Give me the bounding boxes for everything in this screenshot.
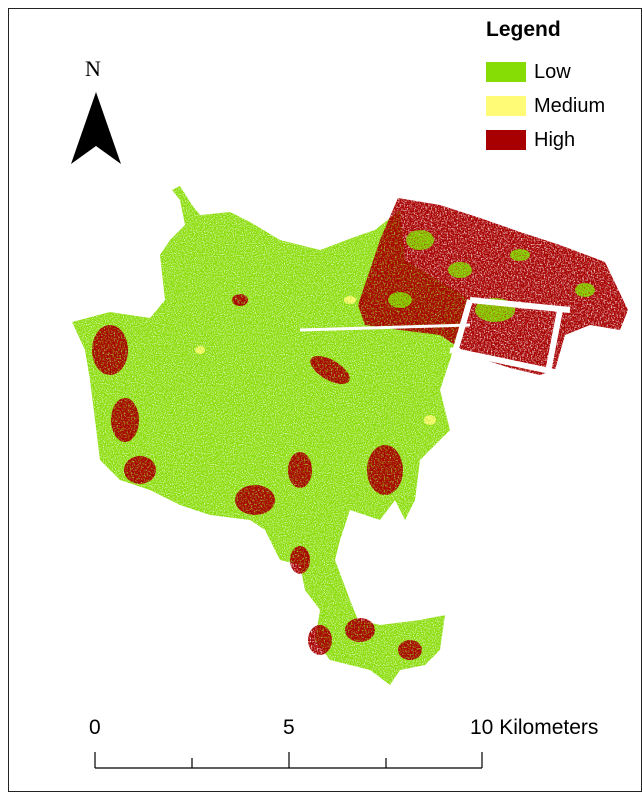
legend-swatch-high xyxy=(486,130,526,150)
legend-swatch-low xyxy=(486,62,526,82)
medium-class-patches xyxy=(195,296,436,425)
legend-item-high: High xyxy=(486,129,575,151)
scale-bar xyxy=(94,752,483,769)
scale-label-0: 0 xyxy=(89,716,101,739)
legend-label-low: Low xyxy=(534,60,571,83)
legend-item-low: Low xyxy=(486,61,571,83)
legend-item-medium: Medium xyxy=(486,95,605,117)
legend-swatch-medium xyxy=(486,96,526,116)
scale-label-10-km: 10 Kilometers xyxy=(470,716,599,739)
scale-label-5: 5 xyxy=(283,716,295,739)
road-gaps xyxy=(299,297,571,375)
high-class-patches xyxy=(92,294,422,660)
legend-label-medium: Medium xyxy=(534,94,606,117)
legend-title: Legend xyxy=(486,18,561,41)
north-label: N xyxy=(85,56,101,81)
north-arrow-icon xyxy=(71,92,121,164)
legend-label-high: High xyxy=(534,128,576,151)
